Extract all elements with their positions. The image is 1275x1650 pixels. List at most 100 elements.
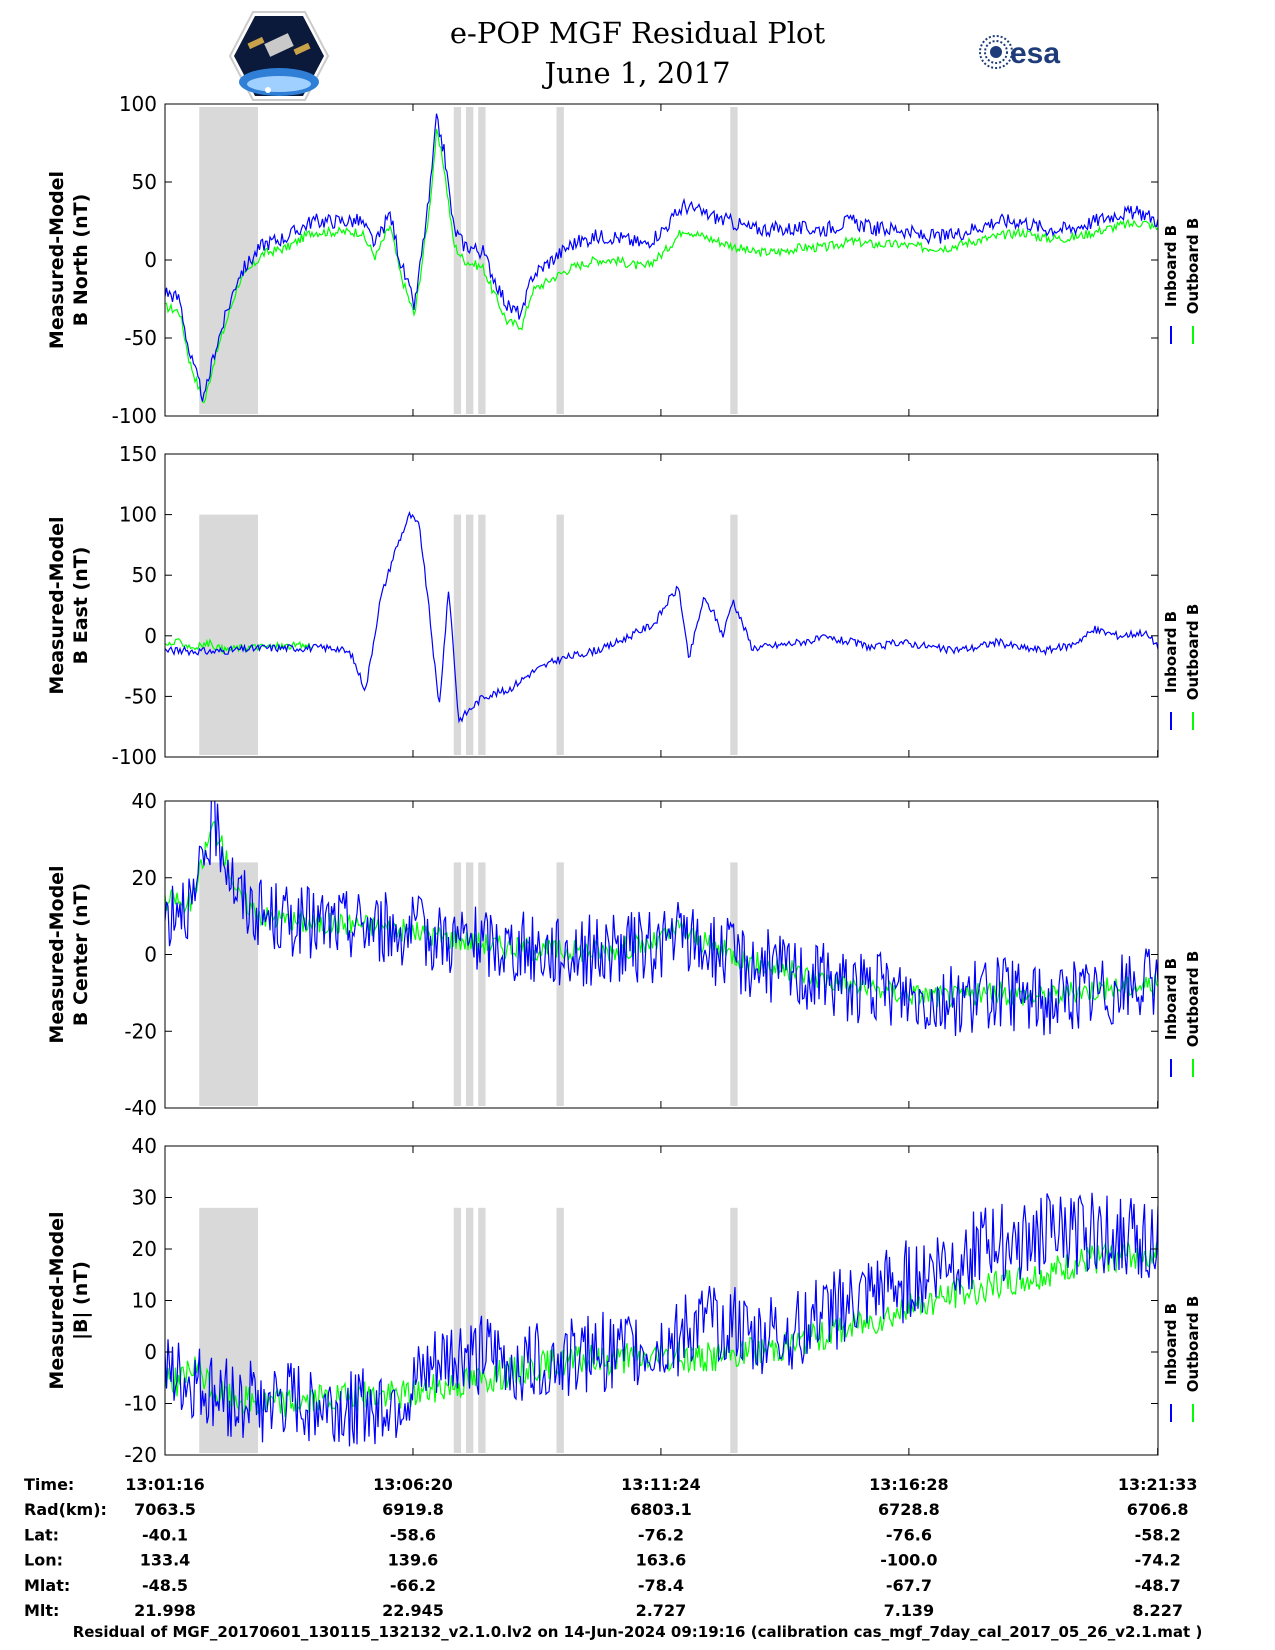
shading-interval xyxy=(556,862,564,1106)
info-row-value: -78.4 xyxy=(638,1576,684,1595)
shading-interval xyxy=(199,514,258,755)
info-row-value: 2.727 xyxy=(636,1601,687,1620)
legend-inboard-label: Inboard B xyxy=(1162,611,1180,693)
info-row-value: -48.5 xyxy=(142,1576,188,1595)
series-inboard-line xyxy=(165,510,1158,724)
shading-interval xyxy=(465,107,474,414)
y-axis-label: Measured-Model B East (nT) xyxy=(46,516,92,694)
info-row-value: 6728.8 xyxy=(878,1500,940,1519)
info-row-value: -48.7 xyxy=(1135,1576,1181,1595)
info-row-value: -100.0 xyxy=(880,1551,937,1570)
series-outboard-line xyxy=(165,128,1158,404)
info-row-value: 13:01:16 xyxy=(125,1475,205,1494)
panel-4: -20 -10 0 10 20 30 40 Measured-Model |B| (nT) Inb… xyxy=(46,1134,1202,1467)
shading-interval xyxy=(556,1207,564,1453)
legend-inboard-label: Inboard B xyxy=(1162,1303,1180,1385)
info-row-value: -67.7 xyxy=(886,1576,932,1595)
info-row-label: Time: xyxy=(24,1475,74,1494)
y-tick-label: 40 xyxy=(132,789,157,813)
y-tick-label: 100 xyxy=(119,92,157,116)
y-tick-label: 20 xyxy=(132,1237,157,1261)
info-row-value: 6919.8 xyxy=(382,1500,444,1519)
info-row-value: -40.1 xyxy=(142,1525,188,1544)
y-tick-label: 30 xyxy=(132,1186,157,1210)
esa-logo: esa xyxy=(979,35,1060,70)
info-row-label: Lat: xyxy=(24,1525,59,1544)
legend-inboard-label: Inboard B xyxy=(1162,225,1180,307)
y-tick-label: 40 xyxy=(132,1134,157,1158)
y-tick-label: -20 xyxy=(124,1443,157,1467)
info-row-value: -66.2 xyxy=(390,1576,436,1595)
legend: Inboard B Outboard B xyxy=(1162,1296,1202,1422)
legend: Inboard B Outboard B xyxy=(1162,604,1202,730)
y-axis-label: Measured-Model |B| (nT) xyxy=(46,1211,92,1389)
series-outboard-line xyxy=(165,638,313,654)
esa-logo-text: esa xyxy=(1010,37,1060,70)
y-tick-label: -10 xyxy=(124,1392,157,1416)
info-row-value: -58.6 xyxy=(390,1525,436,1544)
axes-box xyxy=(164,800,1159,1109)
footer-caption: Residual of MGF_20170601_130115_132132_v… xyxy=(72,1623,1203,1641)
shading-interval xyxy=(478,514,486,755)
y-tick-label: 0 xyxy=(144,1340,157,1364)
shading-interval xyxy=(556,107,564,414)
legend: Inboard B Outboard B xyxy=(1162,951,1202,1077)
legend-outboard-label: Outboard B xyxy=(1184,1296,1202,1393)
info-row-value: 133.4 xyxy=(140,1551,191,1570)
y-tick-label: 0 xyxy=(144,624,157,648)
shading-interval xyxy=(730,1207,738,1453)
panel-1: -100 -50 0 50 100 Measured-Model B North (nT) I… xyxy=(46,92,1202,428)
info-row-label: Rad(km): xyxy=(24,1500,107,1519)
info-row-value: 13:11:24 xyxy=(621,1475,701,1494)
info-row-value: 21.998 xyxy=(134,1601,196,1620)
plot-title: e-POP MGF Residual Plot xyxy=(449,16,826,50)
info-row-value: 6706.8 xyxy=(1127,1500,1189,1519)
shading-interval xyxy=(478,107,486,414)
shading-interval xyxy=(465,514,474,755)
legend: Inboard B Outboard B xyxy=(1162,218,1202,344)
info-row-value: 7.139 xyxy=(884,1601,935,1620)
shading-interval xyxy=(453,107,462,414)
info-row-value: 8.227 xyxy=(1132,1601,1183,1620)
shading-interval xyxy=(199,862,258,1106)
plot-date: June 1, 2017 xyxy=(544,56,731,90)
y-tick-label: 50 xyxy=(132,170,157,194)
shading-interval xyxy=(730,107,738,414)
info-row-label: Lon: xyxy=(24,1551,63,1570)
info-row-value: 13:21:33 xyxy=(1118,1475,1198,1494)
y-tick-label: -100 xyxy=(112,404,157,428)
info-row-value: 6803.1 xyxy=(630,1500,692,1519)
y-tick-label: 100 xyxy=(119,503,157,527)
info-row-value: -76.6 xyxy=(886,1525,932,1544)
shading-interval xyxy=(556,514,564,755)
info-row-value: -74.2 xyxy=(1135,1551,1181,1570)
y-tick-label: 0 xyxy=(144,943,157,967)
info-row-value: -58.2 xyxy=(1135,1525,1181,1544)
shading-interval xyxy=(730,862,738,1106)
axes-box xyxy=(164,453,1159,758)
shading-interval xyxy=(453,1207,462,1453)
info-row-value: 13:16:28 xyxy=(869,1475,949,1494)
y-tick-label: 50 xyxy=(132,563,157,587)
y-tick-label: 0 xyxy=(144,248,157,272)
y-tick-label: 20 xyxy=(132,866,157,890)
y-axis-label: Measured-Model B Center (nT) xyxy=(46,865,92,1043)
y-tick-label: 150 xyxy=(119,442,157,466)
series-inboard-line xyxy=(165,1192,1158,1447)
shading-interval xyxy=(730,514,738,755)
legend-outboard-label: Outboard B xyxy=(1184,218,1202,315)
shading-interval xyxy=(465,1207,474,1453)
orbit-info-table: Time: 13:01:16 13:06:20 13:11:24 13:16:28 13:… xyxy=(24,1475,1197,1620)
y-tick-label: -40 xyxy=(124,1096,157,1120)
y-tick-label: 10 xyxy=(132,1289,157,1313)
legend-inboard-label: Inboard B xyxy=(1162,958,1180,1040)
legend-outboard-label: Outboard B xyxy=(1184,604,1202,701)
y-tick-label: -20 xyxy=(124,1019,157,1043)
info-row-value: 163.6 xyxy=(636,1551,687,1570)
mission-logo xyxy=(228,11,330,101)
info-row-value: 22.945 xyxy=(382,1601,444,1620)
series-inboard-line xyxy=(165,801,1158,1037)
info-row-value: 7063.5 xyxy=(134,1500,196,1519)
